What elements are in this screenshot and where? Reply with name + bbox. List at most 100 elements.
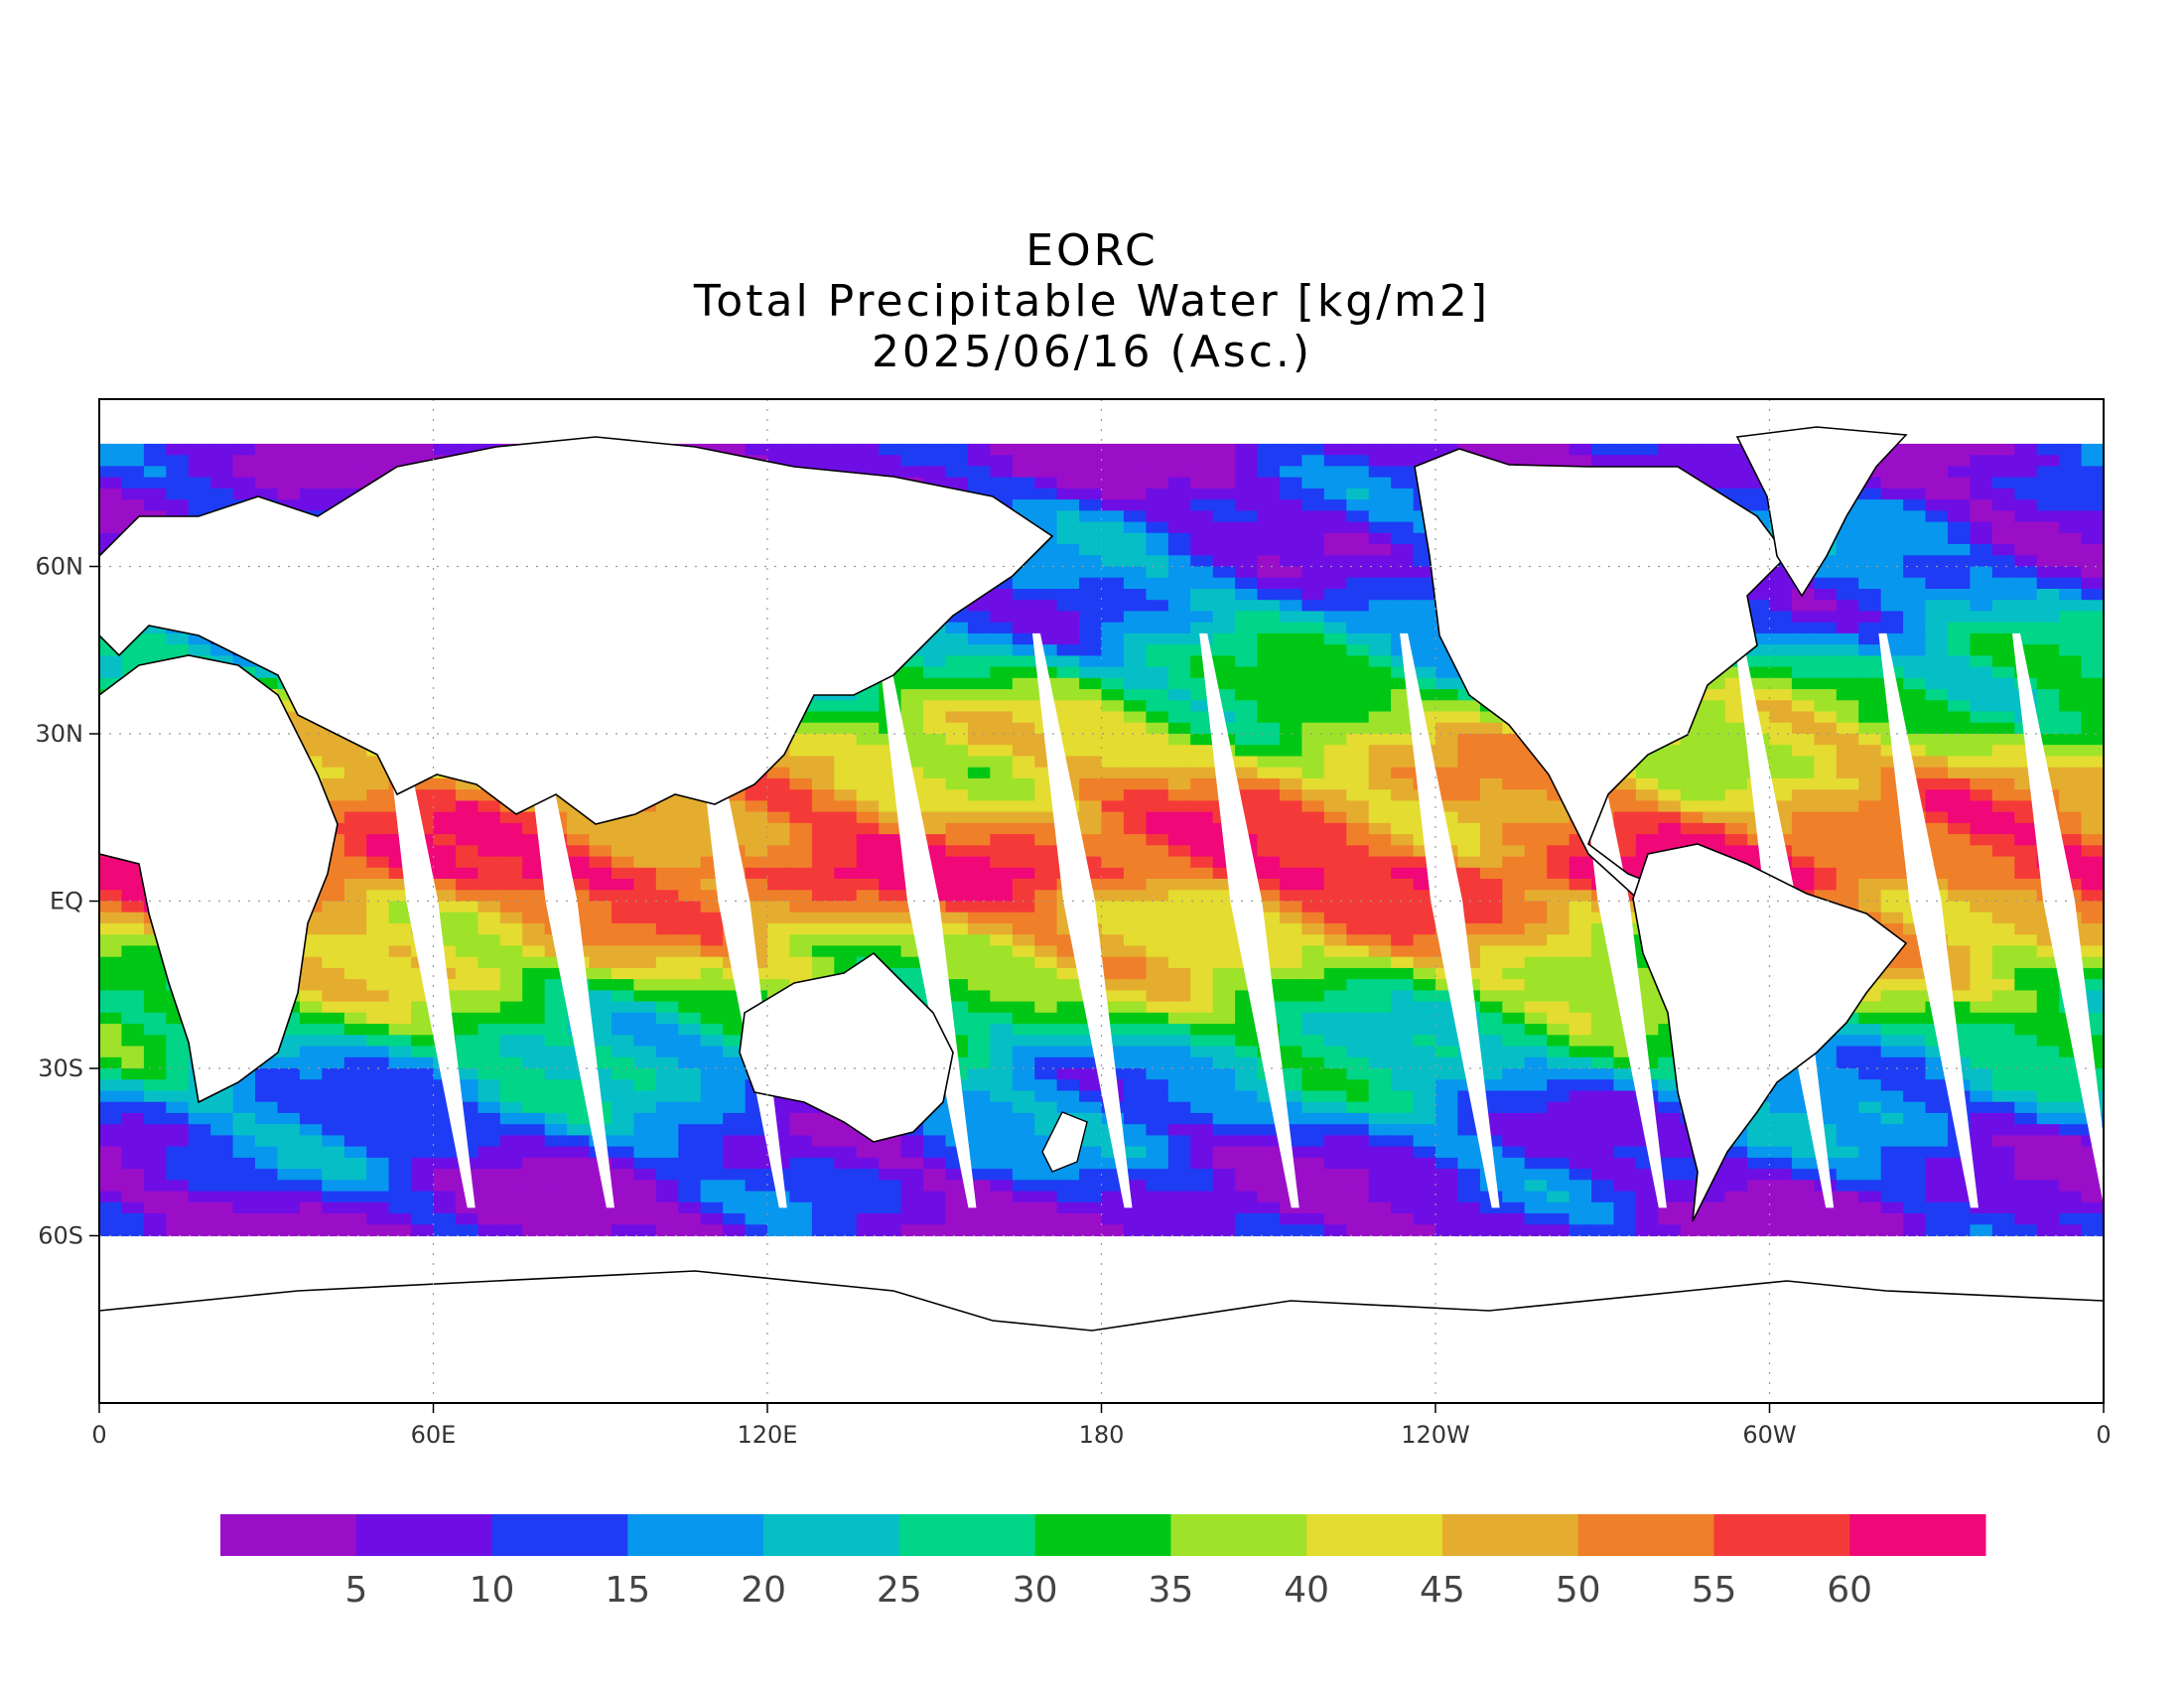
pw-cell <box>789 777 813 790</box>
pw-cell <box>2059 622 2083 634</box>
pw-cell <box>2059 722 2083 735</box>
pw-cell <box>1034 923 1058 935</box>
pw-cell <box>1212 1024 1236 1036</box>
pw-cell <box>1146 644 1169 656</box>
pw-cell <box>1858 477 1882 490</box>
pw-cell <box>2036 956 2060 969</box>
pw-cell <box>1123 477 1147 490</box>
pw-cell <box>1747 488 1771 500</box>
pw-cell <box>1858 834 1882 846</box>
pw-cell <box>811 967 835 980</box>
pw-cell <box>1635 967 1659 980</box>
pw-cell <box>1814 666 1838 679</box>
pw-cell <box>589 923 613 935</box>
pw-cell <box>1146 544 1169 556</box>
pw-cell <box>1791 600 1815 612</box>
pw-cell <box>1346 822 1370 835</box>
pw-cell <box>923 666 946 679</box>
pw-cell <box>945 644 969 656</box>
pw-cell <box>1167 700 1191 713</box>
pw-cell <box>1034 1001 1058 1014</box>
pw-cell <box>2081 622 2104 634</box>
pw-cell <box>2081 923 2104 935</box>
pw-cell <box>2014 555 2038 568</box>
pw-cell <box>789 822 813 835</box>
pw-cell <box>1123 532 1147 545</box>
pw-cell <box>99 979 122 991</box>
pw-cell <box>1569 979 1592 991</box>
pw-cell <box>789 789 813 801</box>
pw-cell <box>1991 600 2015 612</box>
pw-cell <box>923 644 946 656</box>
pw-cell <box>2081 532 2104 545</box>
pw-cell <box>1323 923 1347 935</box>
pw-cell <box>811 811 835 824</box>
pw-cell <box>900 967 924 980</box>
pw-cell <box>1391 499 1415 511</box>
pw-cell <box>1547 923 1570 935</box>
pw-cell <box>1012 689 1035 701</box>
pw-cell <box>612 845 634 858</box>
pw-cell <box>343 1056 367 1069</box>
pw-cell <box>923 734 946 746</box>
pw-cell <box>299 1035 323 1048</box>
pw-cell <box>1301 945 1325 958</box>
pw-cell <box>945 990 969 1003</box>
pw-cell <box>1123 822 1147 835</box>
pw-cell <box>1613 845 1637 858</box>
pw-cell <box>1391 677 1415 690</box>
pw-cell <box>723 1056 747 1069</box>
pw-cell <box>811 789 835 801</box>
pw-cell <box>1591 956 1614 969</box>
pw-cell <box>1814 890 1838 903</box>
pw-cell <box>1635 443 1659 456</box>
pw-cell <box>1301 689 1325 701</box>
pw-cell <box>1991 890 2015 903</box>
pw-cell <box>811 711 835 724</box>
pw-cell <box>1991 990 2015 1003</box>
pw-cell <box>166 499 190 511</box>
pw-cell <box>121 979 145 991</box>
pw-cell <box>1791 611 1815 624</box>
pw-cell <box>411 1056 435 1069</box>
pw-cell <box>411 443 435 456</box>
pw-cell <box>1435 756 1458 769</box>
pw-cell <box>1613 856 1637 869</box>
pw-cell <box>2036 521 2060 534</box>
pw-cell <box>1056 711 1080 724</box>
pw-cell <box>2081 822 2104 835</box>
pw-cell <box>1569 890 1592 903</box>
pw-cell <box>1970 655 1993 668</box>
pw-cell <box>1167 499 1191 511</box>
pw-cell <box>1413 600 1436 612</box>
pw-cell <box>1346 521 1370 534</box>
pw-cell <box>1903 555 1927 568</box>
pw-cell <box>1925 577 1949 590</box>
pw-cell <box>745 934 768 946</box>
pw-cell <box>589 834 613 846</box>
pw-cell <box>723 1001 747 1014</box>
pw-cell <box>990 466 1014 479</box>
pw-cell <box>1502 923 1526 935</box>
pw-cell <box>1836 845 1859 858</box>
pw-cell <box>745 845 768 858</box>
pw-cell <box>1368 912 1392 924</box>
pw-cell <box>210 499 234 511</box>
pw-cell <box>990 644 1014 656</box>
pw-cell <box>1858 1024 1882 1036</box>
pw-cell <box>1925 700 1949 713</box>
pw-cell <box>522 912 546 924</box>
pw-cell <box>1457 822 1481 835</box>
pw-cell <box>1301 1012 1325 1025</box>
pw-cell <box>1791 700 1815 713</box>
pw-cell <box>366 800 390 813</box>
pw-cell <box>1167 990 1191 1003</box>
pw-cell <box>1056 499 1080 511</box>
pw-cell <box>856 767 880 779</box>
pw-cell <box>1323 666 1347 679</box>
pw-cell <box>2081 834 2104 846</box>
pw-cell <box>745 867 768 880</box>
pw-cell <box>879 443 902 456</box>
pw-cell <box>1547 879 1570 891</box>
pw-cell <box>1769 589 1793 601</box>
